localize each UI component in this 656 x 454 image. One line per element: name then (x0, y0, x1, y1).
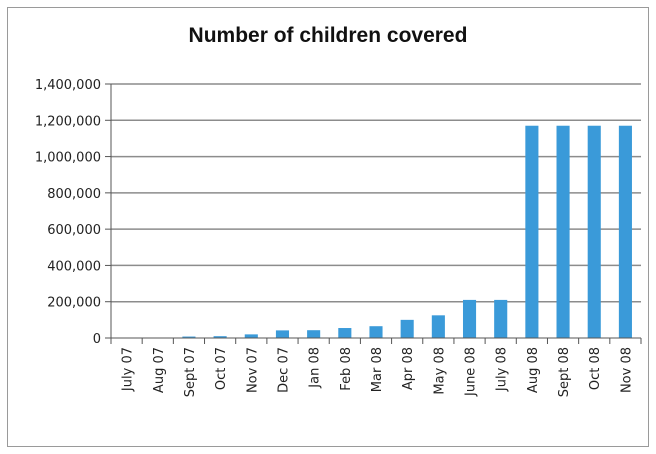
y-tick-label: 600,000 (47, 223, 101, 238)
bar (275, 330, 290, 338)
x-tick-label: May 08 (432, 347, 447, 395)
x-tick-label: Oct 08 (588, 347, 603, 390)
bar (213, 336, 227, 338)
bar (431, 315, 445, 338)
y-tick-label: 400,000 (47, 259, 101, 274)
bars (182, 125, 632, 338)
y-tick-label: 1,200,000 (35, 114, 101, 129)
x-tick-label: July 07 (121, 347, 136, 392)
bar (494, 299, 508, 338)
gridlines (111, 83, 641, 303)
x-tick-label: July 08 (495, 347, 510, 392)
bar (462, 299, 477, 338)
x-tick-label: Aug 07 (152, 347, 167, 393)
chart-title: Number of children covered (188, 24, 468, 47)
bar (587, 125, 601, 338)
bar (338, 328, 352, 338)
x-tick-label: June 08 (464, 347, 479, 397)
y-tick-label: 0 (93, 332, 101, 347)
x-tick-label: Sept 07 (183, 347, 198, 397)
x-tick-label: Nov 07 (245, 347, 260, 393)
x-tick-label: Jan 08 (308, 347, 323, 389)
x-tick-label: Nov 08 (619, 347, 634, 393)
bar (244, 334, 258, 338)
x-tick-label: Dec 07 (276, 347, 291, 393)
axes (105, 83, 642, 344)
bar (618, 125, 632, 338)
bar (525, 125, 539, 338)
bar (307, 330, 321, 338)
x-tick-label: Aug 08 (526, 347, 541, 393)
x-tick-label: Apr 08 (401, 347, 416, 390)
x-tick-label: Sept 08 (557, 347, 572, 397)
x-tick-label: Oct 07 (214, 347, 229, 390)
y-tick-label: 800,000 (47, 187, 101, 202)
y-tick-label: 200,000 (47, 296, 101, 311)
x-tick-label: Feb 08 (339, 347, 354, 391)
chart-frame (7, 7, 649, 447)
tick-labels: 0 200,000 400,000 600,000 800,000 1,000,000 1,… (35, 78, 635, 397)
y-tick-label: 1,400,000 (35, 78, 101, 93)
bar (182, 336, 196, 338)
x-tick-label: Mar 08 (370, 347, 385, 392)
y-tick-label: 1,000,000 (35, 151, 101, 166)
bar (369, 326, 383, 338)
bar (556, 125, 570, 338)
bar (400, 319, 414, 338)
